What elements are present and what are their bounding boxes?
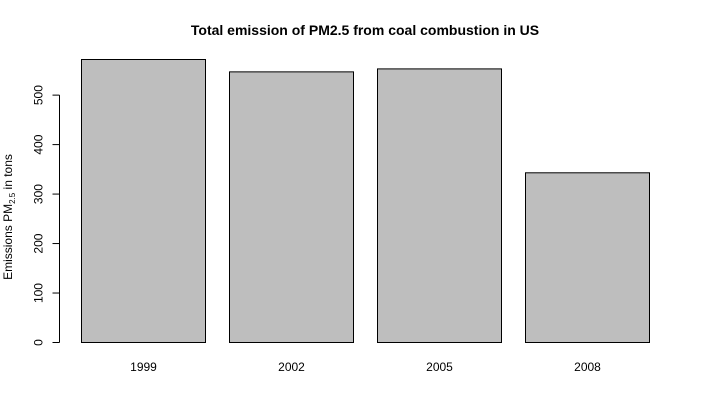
bar-2005 — [377, 68, 502, 343]
y-tick-label-200: 200 — [32, 233, 46, 253]
y-ticks: 0 100 200 300 400 500 — [32, 85, 60, 346]
y-tick-label-400: 400 — [32, 134, 46, 154]
x-tick-label-2002: 2002 — [278, 360, 305, 374]
bars-group — [81, 59, 650, 344]
x-axis-labels: 1999 2002 2005 2008 — [130, 360, 601, 374]
x-tick-label-2005: 2005 — [426, 360, 453, 374]
bar-2002 — [229, 71, 354, 344]
y-tick-label-0: 0 — [32, 339, 46, 346]
x-tick-label-2008: 2008 — [574, 360, 601, 374]
y-axis-label-prefix: Emissions PM — [1, 204, 15, 280]
y-tick-label-100: 100 — [32, 283, 46, 303]
bar-1999 — [81, 59, 206, 343]
chart-title: Total emission of PM2.5 from coal combus… — [191, 22, 539, 38]
y-axis-label-subscript: 2.5 — [8, 192, 17, 204]
bar-2008 — [525, 172, 650, 343]
y-axis-label: Emissions PM2.5 in tons — [1, 154, 17, 280]
x-tick-label-1999: 1999 — [130, 360, 157, 374]
y-axis-label-suffix: in tons — [1, 154, 15, 193]
y-axis: 0 100 200 300 400 500 — [32, 85, 60, 346]
y-tick-label-300: 300 — [32, 184, 46, 204]
y-tick-label-500: 500 — [32, 85, 46, 105]
